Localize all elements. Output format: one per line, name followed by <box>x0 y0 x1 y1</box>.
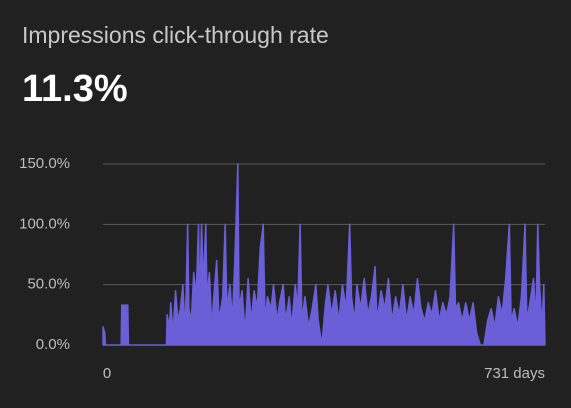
chart-title: Impressions click-through rate <box>22 22 329 48</box>
x-tick-label: 0 <box>103 365 111 382</box>
y-tick-label: 50.0% <box>27 276 70 293</box>
y-tick-label: 0.0% <box>36 336 70 353</box>
y-tick-label: 150.0% <box>19 155 70 172</box>
y-tick-label: 100.0% <box>19 215 70 232</box>
area <box>102 163 546 346</box>
headline-value: 11.3% <box>22 68 128 110</box>
x-tick-label: 731 days <box>484 365 545 382</box>
